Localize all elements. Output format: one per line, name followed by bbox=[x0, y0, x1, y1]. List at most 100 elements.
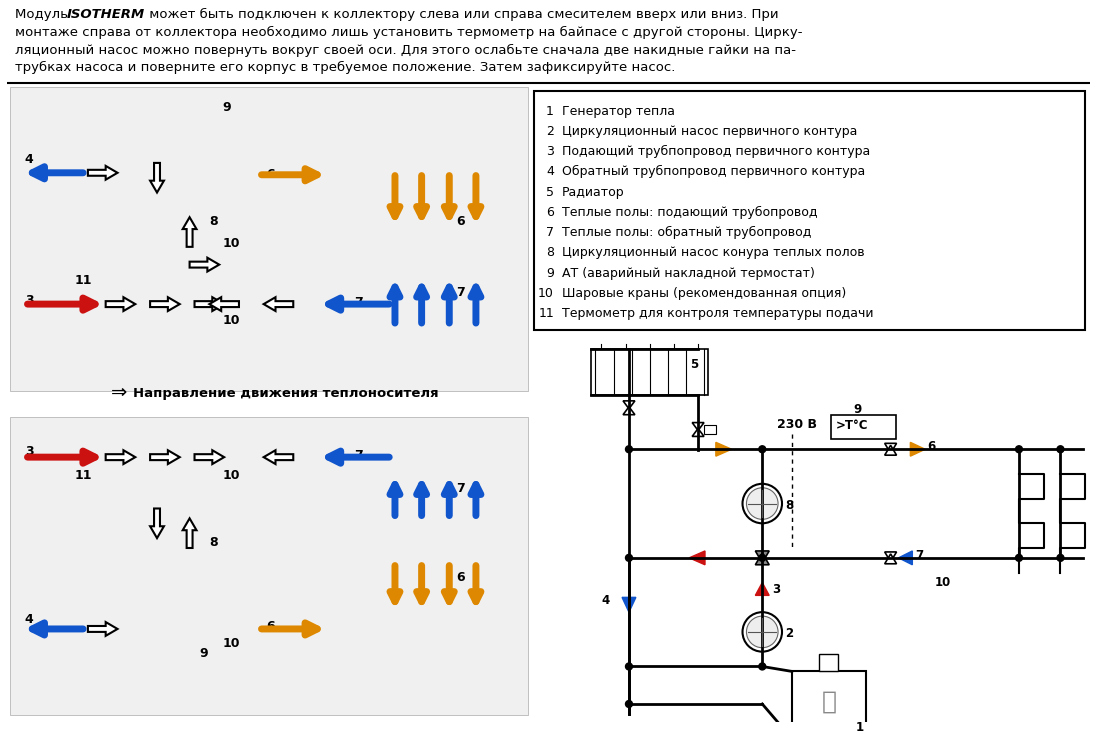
FancyArrow shape bbox=[88, 166, 117, 180]
Text: 3: 3 bbox=[772, 583, 780, 596]
Text: Модуль: Модуль bbox=[15, 8, 72, 21]
Polygon shape bbox=[898, 551, 913, 565]
Polygon shape bbox=[692, 428, 704, 436]
Text: 8: 8 bbox=[210, 536, 218, 549]
Text: Радиатор: Радиатор bbox=[562, 186, 624, 199]
Polygon shape bbox=[756, 553, 769, 565]
FancyBboxPatch shape bbox=[818, 654, 838, 671]
Text: 1: 1 bbox=[546, 105, 554, 118]
FancyBboxPatch shape bbox=[10, 87, 529, 391]
FancyBboxPatch shape bbox=[591, 349, 708, 395]
Text: ISOTHERM: ISOTHERM bbox=[67, 8, 145, 21]
Text: 6: 6 bbox=[267, 168, 275, 181]
FancyArrow shape bbox=[105, 450, 135, 464]
Polygon shape bbox=[689, 551, 705, 565]
Text: >T°C: >T°C bbox=[835, 419, 868, 431]
Text: 4: 4 bbox=[25, 154, 33, 167]
Circle shape bbox=[625, 663, 633, 670]
Polygon shape bbox=[884, 443, 896, 453]
Circle shape bbox=[743, 612, 782, 651]
Text: 8: 8 bbox=[785, 499, 793, 512]
Text: Теплые полы: подающий трубопровод: Теплые полы: подающий трубопровод bbox=[562, 206, 817, 219]
Text: ⇒: ⇒ bbox=[111, 382, 127, 401]
Text: 9: 9 bbox=[200, 647, 208, 659]
Text: 4: 4 bbox=[601, 594, 610, 607]
FancyArrow shape bbox=[183, 518, 196, 548]
Text: Подающий трубпопровод первичного контура: Подающий трубпопровод первичного контура bbox=[562, 145, 870, 158]
Text: 9: 9 bbox=[223, 101, 230, 114]
FancyArrow shape bbox=[150, 450, 180, 464]
Text: 10: 10 bbox=[223, 637, 239, 650]
FancyArrow shape bbox=[150, 298, 180, 311]
FancyArrow shape bbox=[210, 298, 239, 311]
Text: 5: 5 bbox=[690, 358, 699, 371]
Circle shape bbox=[759, 446, 766, 452]
FancyArrow shape bbox=[263, 298, 293, 311]
Text: может быть подключен к коллектору слева или справа смесителем вверх или вниз. Пр: может быть подключен к коллектору слева … bbox=[145, 8, 779, 21]
Text: 8: 8 bbox=[546, 246, 554, 260]
FancyBboxPatch shape bbox=[704, 425, 716, 434]
FancyArrow shape bbox=[194, 298, 224, 311]
FancyBboxPatch shape bbox=[10, 417, 529, 715]
Text: ляционный насос можно повернуть вокруг своей оси. Для этого ослабьте сначала две: ляционный насос можно повернуть вокруг с… bbox=[15, 43, 795, 56]
Polygon shape bbox=[692, 423, 704, 431]
Text: трубках насоса и поверните его корпус в требуемое положение. Затем зафиксируйте : трубках насоса и поверните его корпус в … bbox=[15, 61, 676, 75]
Text: 2: 2 bbox=[785, 627, 793, 640]
Polygon shape bbox=[622, 597, 636, 612]
Text: Циркуляционный насос первичного контура: Циркуляционный насос первичного контура bbox=[562, 125, 857, 138]
Text: АТ (аварийный накладной термостат): АТ (аварийный накладной термостат) bbox=[562, 267, 815, 279]
Circle shape bbox=[1058, 554, 1064, 561]
Text: 11: 11 bbox=[75, 469, 91, 482]
Text: Направление движения теплоносителя: Направление движения теплоносителя bbox=[134, 387, 439, 400]
Text: 3: 3 bbox=[25, 294, 33, 307]
Circle shape bbox=[1058, 446, 1064, 452]
Text: 10: 10 bbox=[223, 237, 239, 250]
Text: 5: 5 bbox=[546, 186, 554, 199]
Polygon shape bbox=[884, 445, 896, 455]
Text: 11: 11 bbox=[539, 307, 554, 320]
Text: Циркуляционный насос конура теплых полов: Циркуляционный насос конура теплых полов bbox=[562, 246, 864, 260]
Polygon shape bbox=[623, 406, 635, 414]
Polygon shape bbox=[716, 442, 732, 456]
FancyArrow shape bbox=[194, 450, 224, 464]
Circle shape bbox=[746, 488, 778, 519]
Text: Термометр для контроля температуры подачи: Термометр для контроля температуры подач… bbox=[562, 307, 873, 320]
Circle shape bbox=[759, 663, 766, 670]
FancyArrow shape bbox=[190, 258, 219, 271]
FancyArrow shape bbox=[183, 217, 196, 247]
FancyBboxPatch shape bbox=[832, 414, 895, 439]
Circle shape bbox=[1016, 554, 1022, 561]
Circle shape bbox=[625, 700, 633, 708]
FancyBboxPatch shape bbox=[534, 91, 1085, 330]
Text: 6: 6 bbox=[267, 620, 275, 633]
Polygon shape bbox=[911, 442, 925, 456]
Text: 230 В: 230 В bbox=[777, 417, 817, 431]
FancyArrow shape bbox=[150, 509, 163, 538]
Text: 4: 4 bbox=[546, 165, 554, 178]
Polygon shape bbox=[623, 401, 635, 409]
FancyArrow shape bbox=[105, 298, 135, 311]
Text: 9: 9 bbox=[853, 403, 862, 416]
Polygon shape bbox=[884, 552, 896, 562]
FancyArrow shape bbox=[263, 450, 293, 464]
Polygon shape bbox=[884, 554, 896, 564]
Text: 1: 1 bbox=[856, 721, 864, 731]
Circle shape bbox=[743, 484, 782, 523]
Text: 9: 9 bbox=[546, 267, 554, 279]
Text: 6: 6 bbox=[456, 215, 465, 228]
Text: 3: 3 bbox=[546, 145, 554, 158]
FancyArrow shape bbox=[150, 163, 163, 192]
Circle shape bbox=[746, 616, 778, 648]
Text: 7: 7 bbox=[354, 296, 363, 309]
Text: 8: 8 bbox=[210, 215, 218, 228]
Text: 7: 7 bbox=[354, 450, 363, 462]
Text: 𝄞: 𝄞 bbox=[822, 689, 836, 713]
Text: 10: 10 bbox=[935, 575, 951, 588]
Text: 10: 10 bbox=[538, 287, 554, 300]
Text: Теплые полы: обратный трубопровод: Теплые полы: обратный трубопровод bbox=[562, 226, 811, 239]
Circle shape bbox=[1016, 446, 1022, 452]
FancyArrow shape bbox=[88, 622, 117, 636]
Text: 7: 7 bbox=[456, 287, 465, 299]
Text: 7: 7 bbox=[546, 226, 554, 239]
Polygon shape bbox=[756, 551, 769, 563]
